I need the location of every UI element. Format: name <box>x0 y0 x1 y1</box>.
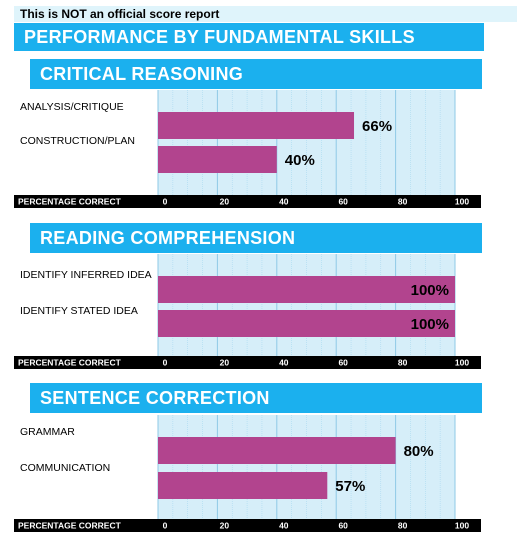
category-label: GRAMMAR <box>20 426 75 438</box>
x-tick-label: 60 <box>338 197 348 207</box>
category-label: ANALYSIS/CRITIQUE <box>20 101 124 113</box>
x-tick-label: 20 <box>220 358 230 368</box>
bar <box>158 310 455 337</box>
bar <box>158 472 328 499</box>
x-tick-label: 60 <box>338 358 348 368</box>
x-tick-label: 20 <box>220 521 230 531</box>
axis-strip <box>14 519 481 532</box>
category-label: CONSTRUCTION/PLAN <box>20 135 135 147</box>
x-tick-label: 60 <box>338 521 348 531</box>
axis-strip <box>14 195 481 208</box>
category-label: IDENTIFY STATED IDEA <box>20 305 138 317</box>
section-title-critical-reasoning: CRITICAL REASONING <box>30 59 482 89</box>
x-tick-label: 0 <box>163 358 168 368</box>
x-tick-label: 0 <box>163 521 168 531</box>
bar <box>158 112 355 139</box>
bar <box>158 276 455 303</box>
x-tick-label: 100 <box>455 521 469 531</box>
category-label: COMMUNICATION <box>20 462 110 474</box>
disclaimer-notice: This is NOT an official score report <box>14 6 517 22</box>
section-title-sentence-correction: SENTENCE CORRECTION <box>30 383 482 413</box>
axis-strip <box>14 356 481 369</box>
data-label: 40% <box>285 152 315 169</box>
category-label: IDENTIFY INFERRED IDEA <box>20 269 152 281</box>
x-tick-label: 80 <box>398 521 408 531</box>
x-axis-label: PERCENTAGE CORRECT <box>18 358 122 368</box>
x-tick-label: 0 <box>163 197 168 207</box>
x-tick-label: 80 <box>398 197 408 207</box>
data-label: 100% <box>411 282 449 299</box>
data-label: 57% <box>335 478 365 495</box>
data-label: 66% <box>362 118 392 135</box>
page-title: PERFORMANCE BY FUNDAMENTAL SKILLS <box>14 23 484 51</box>
bar <box>158 437 396 464</box>
x-tick-label: 40 <box>279 521 289 531</box>
x-tick-label: 20 <box>220 197 230 207</box>
x-axis-label: PERCENTAGE CORRECT <box>18 197 122 207</box>
data-label: 100% <box>411 316 449 333</box>
x-tick-label: 100 <box>455 358 469 368</box>
x-tick-label: 100 <box>455 197 469 207</box>
section-title-reading-comprehension: READING COMPREHENSION <box>30 223 482 253</box>
x-tick-label: 40 <box>279 358 289 368</box>
x-tick-label: 40 <box>279 197 289 207</box>
x-tick-label: 80 <box>398 358 408 368</box>
x-axis-label: PERCENTAGE CORRECT <box>18 521 122 531</box>
data-label: 80% <box>404 443 434 460</box>
bar <box>158 146 277 173</box>
